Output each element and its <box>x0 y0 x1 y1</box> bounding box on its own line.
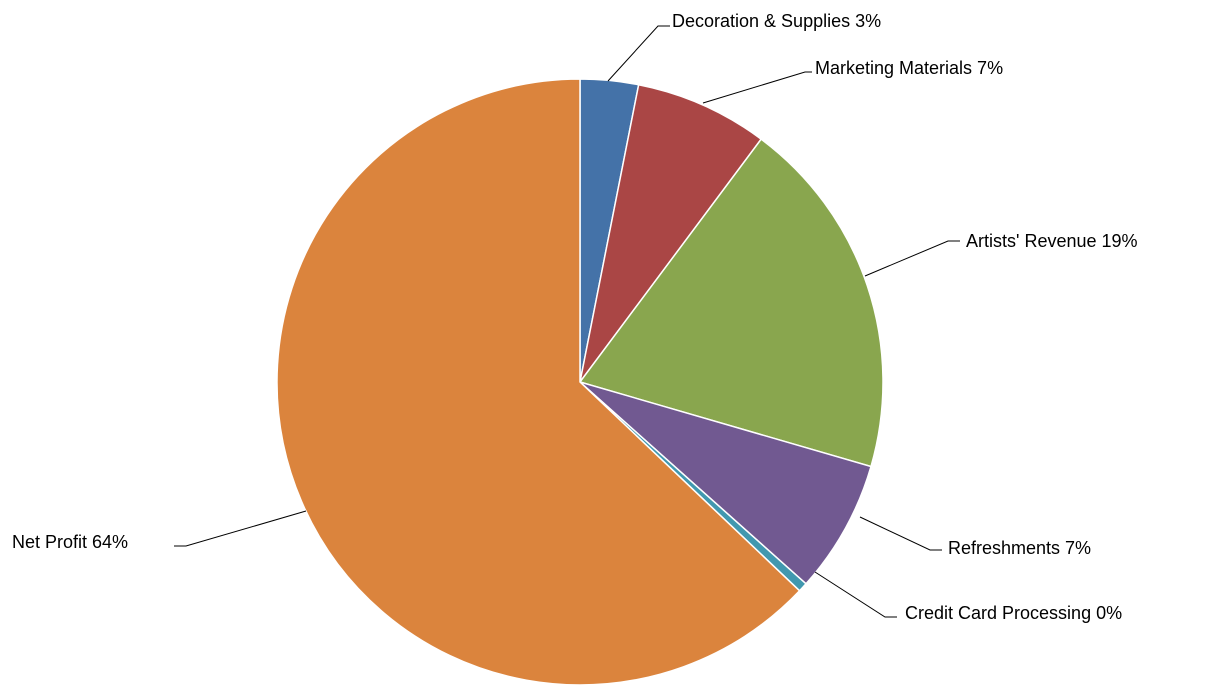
slice-net-profit <box>276 78 801 686</box>
pie-slices <box>276 78 884 686</box>
slice-artists-revenue <box>578 138 884 468</box>
leader-artists-revenue <box>864 240 960 277</box>
leader-decoration-supplies <box>607 25 670 82</box>
slice-refreshments <box>579 381 872 585</box>
leader-net-profit <box>174 510 307 547</box>
leader-lines <box>174 25 960 618</box>
label-refreshments: Refreshments 7% <box>948 538 1091 558</box>
slice-marketing-materials <box>579 83 763 383</box>
data-labels: Decoration & Supplies 3% Marketing Mater… <box>12 11 1138 623</box>
leader-refreshments <box>859 516 942 551</box>
label-decoration-supplies: Decoration & Supplies 3% <box>672 11 881 31</box>
label-artists-revenue: Artists' Revenue 19% <box>966 231 1138 251</box>
leader-credit-card-processing <box>814 571 897 618</box>
label-net-profit: Net Profit 64% <box>12 532 128 552</box>
leader-marketing-materials <box>702 71 812 104</box>
label-credit-card-processing: Credit Card Processing 0% <box>905 603 1122 623</box>
label-marketing-materials: Marketing Materials 7% <box>815 58 1003 78</box>
